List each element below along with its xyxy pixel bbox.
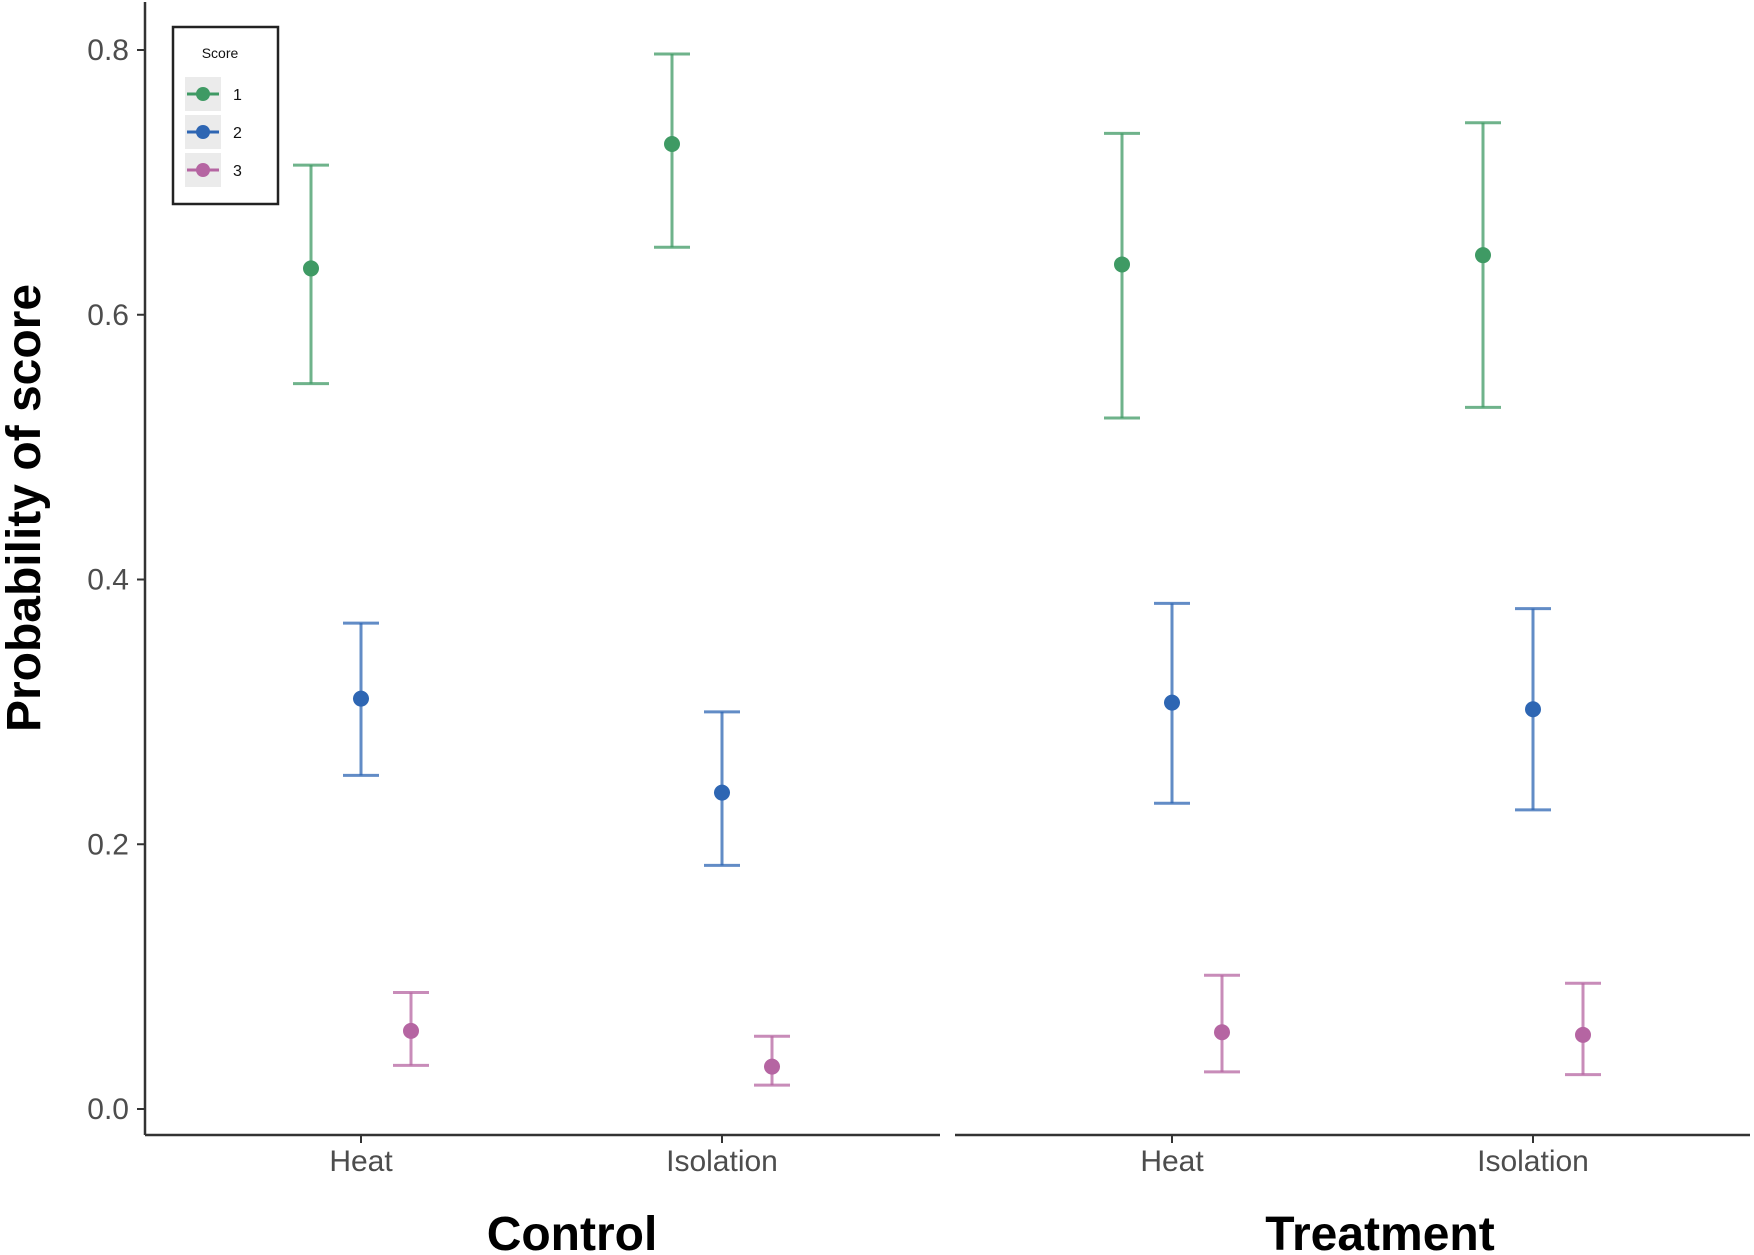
- panel-title: Control: [487, 1208, 658, 1255]
- data-point: [403, 1022, 419, 1039]
- data-point: [1114, 256, 1130, 273]
- series-3: [1204, 973, 1601, 1077]
- data-point: [764, 1058, 780, 1075]
- legend-key-point: [196, 87, 210, 101]
- legend-label: 1: [233, 87, 242, 104]
- legend-key-point: [196, 163, 210, 177]
- series-2: [343, 621, 740, 867]
- series-1: [293, 52, 690, 386]
- legend-label: 3: [233, 163, 242, 180]
- series-2: [1154, 601, 1551, 812]
- x-tick-label: Isolation: [1477, 1145, 1589, 1178]
- y-tick-label: 0.6: [87, 299, 129, 332]
- y-tick-label: 0.4: [87, 564, 129, 597]
- data-point: [303, 260, 319, 277]
- legend-label: 2: [233, 125, 242, 142]
- data-point: [714, 784, 730, 801]
- data-point: [1575, 1026, 1591, 1043]
- x-tick-label: Isolation: [666, 1145, 778, 1178]
- data-point: [1475, 247, 1491, 264]
- series-3: [393, 991, 790, 1087]
- data-point: [664, 135, 680, 152]
- series-1: [1104, 121, 1501, 420]
- data-point: [1164, 694, 1180, 711]
- y-tick-label: 0.0: [87, 1093, 129, 1126]
- data-point: [1214, 1024, 1230, 1041]
- y-axis: 0.0 0.2 0.4 0.6 0.8: [87, 2, 147, 1135]
- data-point: [1525, 701, 1541, 718]
- legend-title: Score: [202, 45, 239, 61]
- legend: Score 1 2 3: [171, 25, 280, 206]
- x-tick-label: Heat: [1140, 1145, 1204, 1178]
- panel-treatment: Heat Isolation Treatment: [955, 121, 1750, 1255]
- data-point: [353, 690, 369, 707]
- panel-title: Treatment: [1265, 1208, 1494, 1255]
- legend-key-point: [196, 125, 210, 139]
- y-tick-label: 0.2: [87, 828, 129, 861]
- y-tick-label: 0.8: [87, 34, 129, 67]
- y-axis-title: Probability of score: [0, 284, 51, 732]
- x-tick-label: Heat: [329, 1145, 393, 1178]
